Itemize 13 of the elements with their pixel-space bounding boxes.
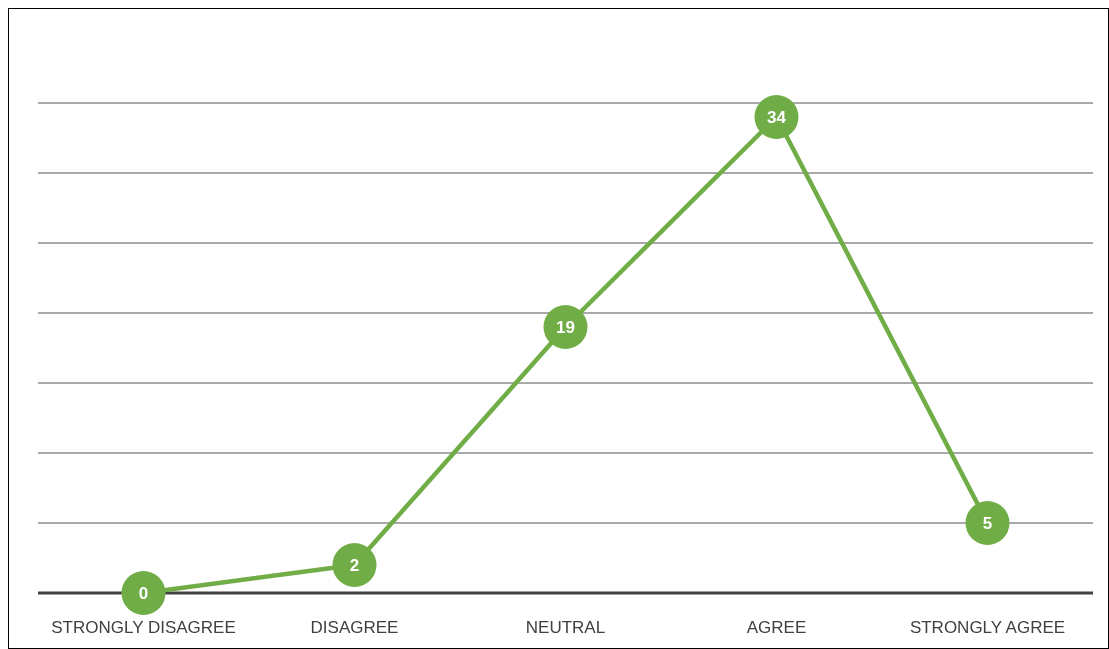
data-label: 19 (556, 318, 575, 337)
point (121, 571, 166, 615)
point (332, 543, 377, 587)
data-label: 2 (349, 556, 360, 575)
x-tick-label: STRONGLY DISAGREE (51, 618, 236, 637)
data-label: 5 (982, 514, 993, 533)
x-tick-label: STRONGLY AGREE (909, 618, 1066, 637)
x-tick-label: DISAGREE (310, 618, 399, 637)
x-tick-label: AGREE (746, 618, 807, 637)
point (965, 501, 1010, 545)
data-label: 34 (767, 108, 787, 127)
x-tick-label: NEUTRAL (525, 618, 606, 637)
data-label: 0 (138, 584, 149, 603)
